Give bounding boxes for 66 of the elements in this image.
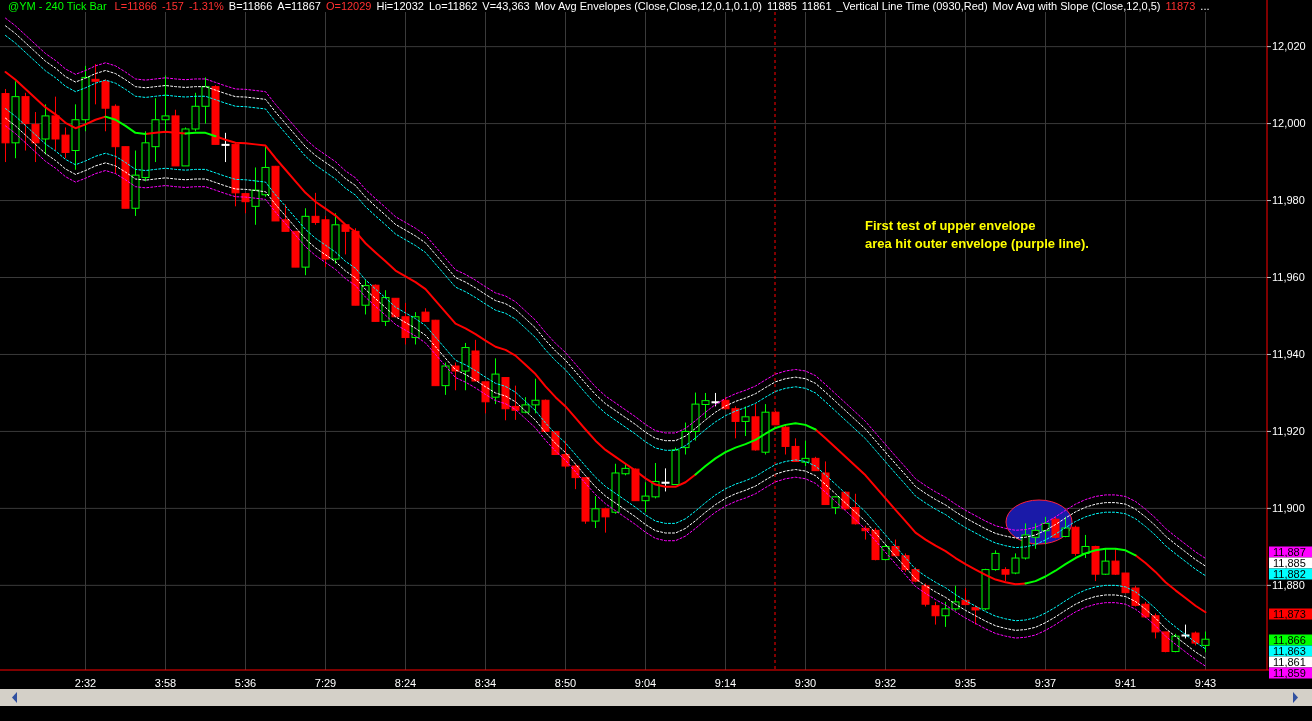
x-tick-label: 9:37 [1034,677,1057,689]
candlestick [941,601,950,628]
y-tick-label: 12,000 [1272,117,1306,130]
annotation: B=11866 [228,0,273,12]
candlestick [441,362,450,396]
annotation: Mov Avg with Slope (Close,12,0,5) [992,0,1161,12]
candlestick [661,467,670,492]
annotation: Lo=11862 [428,0,478,12]
chart-title: @YM - 240 Tick Bar [8,0,107,12]
candlestick [41,103,50,155]
y-tick-label: 11,960 [1272,271,1305,284]
text: 11,873 [1273,607,1306,620]
text: 11,859 [1273,666,1306,679]
text: 11,863 [1273,644,1306,657]
y-tick-label: 11,900 [1272,502,1305,515]
candlestick [221,132,230,163]
candlestick [1101,548,1110,576]
text: 11,885 [1273,556,1306,569]
annotation: L=11866 [114,0,157,12]
candlestick [1081,534,1090,559]
text: 11,882 [1273,567,1306,580]
x-tick-label: 8:34 [474,677,497,689]
annotation: A=11867 [277,0,321,12]
candlestick [921,582,930,608]
x-tick-label: 9:35 [954,677,977,689]
annotation: ... [1200,0,1210,12]
x-tick-label: 7:29 [314,677,337,689]
x-tick-label: 9:14 [714,677,737,689]
x-tick-label: 2:32 [74,677,97,689]
annotation: 11885 [767,0,797,12]
candlestick [31,111,40,163]
candlestick [1201,631,1210,653]
x-tick-label: 3:58 [154,677,177,689]
candlestick [91,63,100,105]
x-tick-label: 8:50 [554,677,577,689]
candlestick [491,357,500,405]
text: 11,861 [1273,655,1306,668]
annotation: First test of upper envelope area hit outer envelope (purple line). [865,218,1089,251]
annotation: -1.31% [188,0,225,12]
x-tick-label: 9:30 [794,677,817,689]
x-tick-label: 9:43 [1194,677,1217,689]
x-tick-label: 8:24 [394,677,417,689]
annotation: 11873 [1165,0,1196,12]
candlestick [461,342,470,391]
x-tick-label: 9:41 [1114,677,1137,689]
annotation: 11861 [801,0,832,12]
annotation: _Vertical Line Time (0930,Red) [835,0,988,12]
x-tick-label: 9:32 [874,677,897,689]
y-tick-label: 11,880 [1272,579,1305,592]
candlestick [741,405,750,437]
annotation: -157 [161,0,184,12]
text: 11,887 [1273,545,1306,558]
candlestick [591,495,600,529]
annotation: Mov Avg Envelopes (Close,Close,12,0.1,0.1,0) [534,0,762,12]
y-tick-label: 11,980 [1272,194,1305,207]
text: 11,866 [1273,633,1306,646]
y-tick-label: 11,920 [1272,425,1305,438]
annotation: O=12029 [325,0,372,12]
x-tick-label: 5:36 [234,677,257,689]
annotation: Hi=12032 [376,0,424,12]
candlestick [601,507,610,534]
y-tick-label: 12,020 [1272,40,1306,53]
x-tick-label: 9:04 [634,677,657,689]
candlestick [931,601,940,626]
annotation: V=43,363 [482,0,530,12]
y-tick-label: 11,940 [1272,348,1305,361]
